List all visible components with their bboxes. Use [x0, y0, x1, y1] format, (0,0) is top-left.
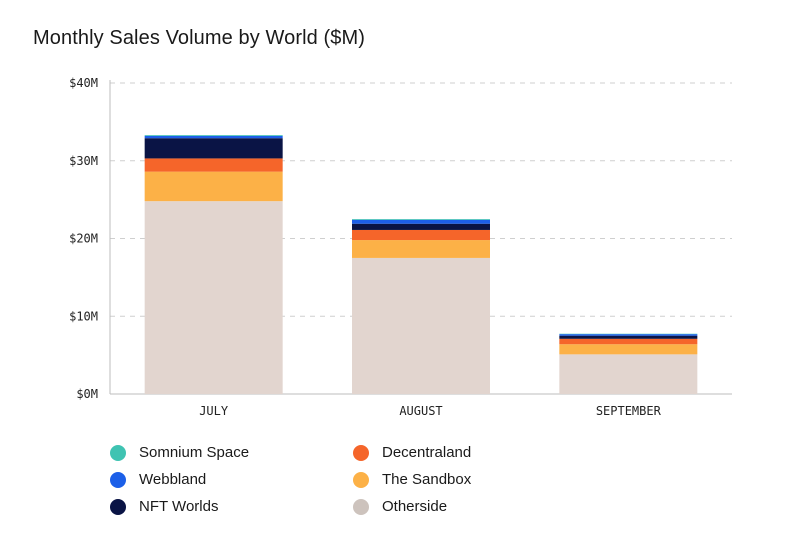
bar-segment-the-sandbox — [559, 344, 698, 355]
y-tick-label: $20M — [69, 232, 98, 246]
bar-segment-otherside — [144, 201, 283, 394]
x-tick-label: JULY — [199, 404, 229, 418]
y-tick-label: $0M — [76, 387, 98, 401]
y-tick-label: $10M — [69, 309, 98, 323]
bar-segment-nft-worlds — [559, 335, 698, 339]
bars — [144, 135, 698, 394]
bar-segment-webbland — [559, 334, 698, 336]
x-tick-label: AUGUST — [399, 404, 442, 418]
bar-segment-decentraland — [352, 229, 490, 241]
bar-segment-somnium-space — [352, 219, 490, 220]
chart-title: Monthly Sales Volume by World ($M) — [33, 27, 366, 49]
bar-segment-webbland — [352, 219, 490, 224]
bar-segment-nft-worlds — [144, 138, 283, 159]
bar-segment-decentraland — [559, 338, 698, 345]
bar-segment-otherside — [352, 257, 490, 394]
y-tick-labels: $0M $10M $20M $30M $40M — [69, 76, 98, 401]
bar-segment-webbland — [144, 135, 283, 139]
bar-segment-decentraland — [144, 158, 283, 172]
bar-segment-the-sandbox — [144, 171, 283, 202]
bar-segment-the-sandbox — [352, 240, 490, 258]
x-tick-labels: JULY AUGUST SEPTEMBER — [199, 404, 661, 418]
y-tick-label: $40M — [69, 76, 98, 90]
x-tick-label: SEPTEMBER — [596, 404, 662, 418]
bar-segment-somnium-space — [144, 135, 283, 136]
y-tick-label: $30M — [69, 154, 98, 168]
bar-segment-nft-worlds — [352, 223, 490, 230]
bar-segment-otherside — [559, 354, 698, 394]
